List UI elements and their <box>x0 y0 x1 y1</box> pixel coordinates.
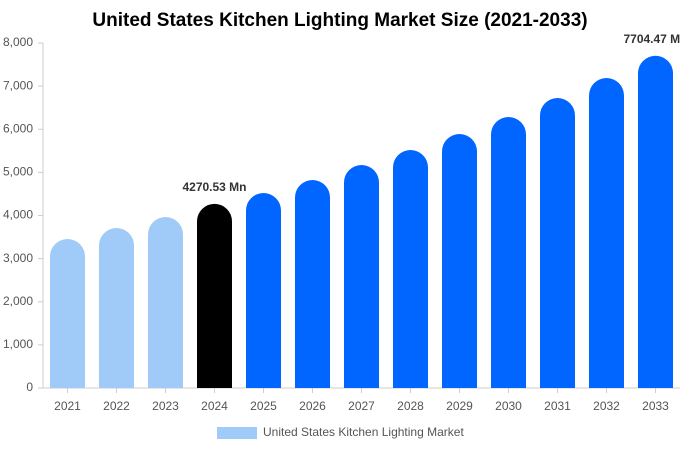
y-tick-label: 2,000 <box>3 294 33 308</box>
x-tick-label: 2030 <box>495 399 522 413</box>
bar <box>246 193 281 388</box>
bar <box>393 149 428 388</box>
x-tick-label: 2022 <box>103 399 130 413</box>
x-tick-label: 2027 <box>348 399 375 413</box>
x-tick-label: 2029 <box>446 399 473 413</box>
value-label: 7704.47 Mn <box>623 32 680 46</box>
legend-swatch <box>217 427 257 439</box>
x-tick-label: 2024 <box>201 399 228 413</box>
bar <box>295 180 330 388</box>
x-tick-label: 2026 <box>299 399 326 413</box>
x-tick-label: 2033 <box>642 399 669 413</box>
legend-label: United States Kitchen Lighting Market <box>263 425 464 439</box>
x-tick-label: 2031 <box>544 399 571 413</box>
y-tick-label: 6,000 <box>3 121 33 135</box>
y-tick-label: 7,000 <box>3 78 33 92</box>
bar <box>442 133 477 388</box>
bar <box>197 203 232 388</box>
y-tick-label: 1,000 <box>3 337 33 351</box>
x-tick-label: 2028 <box>397 399 424 413</box>
bar <box>344 165 379 388</box>
chart-title: United States Kitchen Lighting Market Si… <box>92 10 587 31</box>
x-tick-label: 2032 <box>593 399 620 413</box>
y-tick-label: 8,000 <box>3 35 33 49</box>
bar <box>540 97 575 388</box>
bar <box>491 117 526 388</box>
x-tick-label: 2025 <box>250 399 277 413</box>
y-tick-label: 3,000 <box>3 251 33 265</box>
x-tick-label: 2021 <box>54 399 81 413</box>
y-tick-label: 5,000 <box>3 165 33 179</box>
value-label: 4270.53 Mn <box>182 180 246 194</box>
x-tick-label: 2023 <box>152 399 179 413</box>
bar <box>638 55 673 389</box>
bar <box>148 217 183 388</box>
y-tick-label: 0 <box>26 380 33 394</box>
bar <box>50 239 85 388</box>
y-tick-label: 4,000 <box>3 208 33 222</box>
bar <box>589 78 624 388</box>
bar <box>99 228 134 388</box>
